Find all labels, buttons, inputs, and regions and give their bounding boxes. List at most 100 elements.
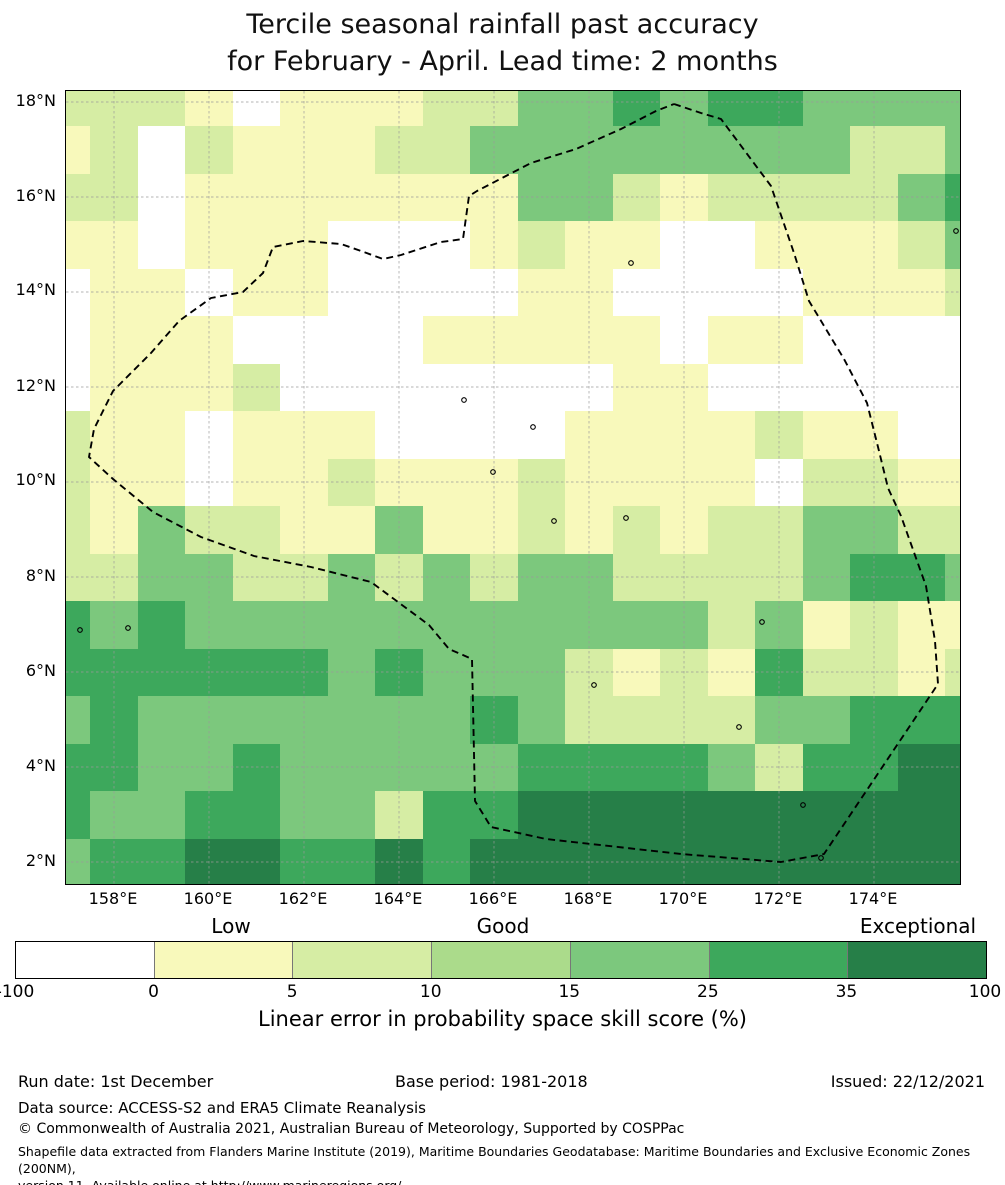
heatmap-cell xyxy=(137,268,185,316)
heatmap-cell xyxy=(232,411,280,459)
heatmap-cell xyxy=(897,648,945,696)
heatmap-cell xyxy=(707,316,755,364)
heatmap-cell xyxy=(850,553,898,601)
heatmap-cell xyxy=(280,363,328,411)
heatmap-cell xyxy=(232,173,280,221)
heatmap-cell xyxy=(137,363,185,411)
heatmap-cell xyxy=(755,648,803,696)
heatmap-cell xyxy=(327,268,375,316)
heatmap-cell xyxy=(185,696,233,744)
heatmap-cell xyxy=(66,601,90,649)
heatmap-cell xyxy=(422,648,470,696)
heatmap-cell xyxy=(280,506,328,554)
heatmap-cell xyxy=(517,268,565,316)
heatmap-cell xyxy=(375,601,423,649)
heatmap-cell xyxy=(422,91,470,126)
heatmap-cell xyxy=(327,506,375,554)
heatmap-cell xyxy=(755,221,803,269)
heatmap-cell xyxy=(422,221,470,269)
heatmap-cell xyxy=(897,791,945,839)
heatmap-cell xyxy=(850,363,898,411)
heatmap-cell xyxy=(660,838,708,884)
heatmap-grid xyxy=(66,91,960,884)
heatmap-cell xyxy=(280,696,328,744)
heatmap-cell xyxy=(280,458,328,506)
heatmap-cell xyxy=(802,411,850,459)
chart-title-line1: Tercile seasonal rainfall past accuracy xyxy=(246,9,759,40)
y-tick-label: 12°N xyxy=(15,376,56,395)
heatmap-cell xyxy=(137,743,185,791)
heatmap-cell xyxy=(517,601,565,649)
heatmap-cell xyxy=(375,506,423,554)
colorbar-tick-label: 35 xyxy=(835,982,858,1002)
heatmap-cell xyxy=(90,553,138,601)
heatmap-cell xyxy=(945,791,960,839)
heatmap-cell xyxy=(280,221,328,269)
heatmap-cell xyxy=(90,363,138,411)
heatmap-cell xyxy=(565,126,613,174)
heatmap-cell xyxy=(945,506,960,554)
heatmap-cell xyxy=(470,648,518,696)
heatmap-cell xyxy=(185,506,233,554)
run-date-text: Run date: 1st December xyxy=(18,1072,214,1091)
heatmap-cell xyxy=(232,221,280,269)
colorbar-category-label: Exceptional xyxy=(859,914,977,938)
data-source-text: Data source: ACCESS-S2 and ERA5 Climate … xyxy=(18,1099,426,1117)
x-tick-label: 160°E xyxy=(183,889,233,908)
heatmap-cell xyxy=(280,411,328,459)
heatmap-cell xyxy=(327,411,375,459)
heatmap-cell xyxy=(707,126,755,174)
heatmap-cell xyxy=(660,743,708,791)
heatmap-cell xyxy=(802,458,850,506)
heatmap-cell xyxy=(280,173,328,221)
heatmap-cell xyxy=(660,411,708,459)
heatmap-cell xyxy=(612,506,660,554)
heatmap-cell xyxy=(565,363,613,411)
colorbar-tick-label: 5 xyxy=(286,982,298,1002)
heatmap-cell xyxy=(470,221,518,269)
heatmap-cell xyxy=(232,458,280,506)
heatmap-cell xyxy=(137,648,185,696)
heatmap-cell xyxy=(422,126,470,174)
heatmap-cell xyxy=(517,506,565,554)
heatmap-cell xyxy=(232,126,280,174)
heatmap-cell xyxy=(850,91,898,126)
heatmap-cell xyxy=(565,696,613,744)
heatmap-cell xyxy=(375,648,423,696)
heatmap-cell xyxy=(280,791,328,839)
heatmap-cell xyxy=(565,648,613,696)
colorbar-category-label: Good xyxy=(476,914,530,938)
colorbar-segment xyxy=(16,942,155,978)
heatmap-cell xyxy=(517,91,565,126)
heatmap-cell xyxy=(137,553,185,601)
heatmap-cell xyxy=(612,696,660,744)
heatmap-cell xyxy=(470,126,518,174)
heatmap-cell xyxy=(612,648,660,696)
heatmap-cell xyxy=(755,601,803,649)
heatmap-cell xyxy=(232,791,280,839)
heatmap-cell xyxy=(185,363,233,411)
heatmap-cell xyxy=(707,648,755,696)
heatmap-cell xyxy=(90,791,138,839)
heatmap-cell xyxy=(660,506,708,554)
heatmap-cell xyxy=(850,173,898,221)
heatmap-cell xyxy=(137,316,185,364)
heatmap-cell xyxy=(90,743,138,791)
heatmap-cell xyxy=(802,553,850,601)
heatmap-cell xyxy=(470,743,518,791)
heatmap-cell xyxy=(90,173,138,221)
heatmap-cell xyxy=(137,173,185,221)
heatmap-cell xyxy=(802,506,850,554)
heatmap-cell xyxy=(897,221,945,269)
heatmap-cell xyxy=(945,648,960,696)
heatmap-cell xyxy=(280,743,328,791)
heatmap-cell xyxy=(945,126,960,174)
heatmap-cell xyxy=(945,838,960,884)
heatmap-cell xyxy=(707,268,755,316)
heatmap-cell xyxy=(517,173,565,221)
heatmap-cell xyxy=(90,411,138,459)
heatmap-cell xyxy=(802,126,850,174)
y-tick-label: 8°N xyxy=(25,566,56,585)
heatmap-cell xyxy=(612,791,660,839)
